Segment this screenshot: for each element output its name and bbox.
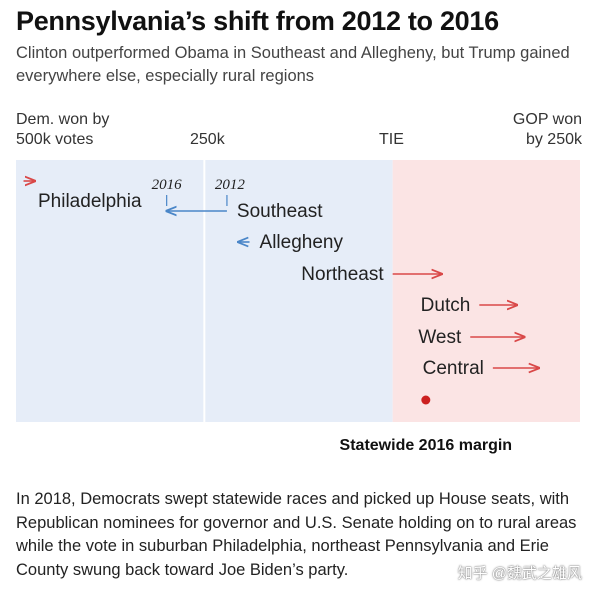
axis-label-right-line2: by 250k: [525, 131, 582, 148]
axis-label-250k: 250k: [190, 131, 225, 148]
label-dutch: Dutch: [421, 295, 471, 316]
year-label-2012: 2012: [215, 177, 246, 193]
axis-label-left-line1: Dem. won by: [16, 111, 110, 128]
label-northeast: Northeast: [301, 264, 384, 285]
axis-label-left-line2: 500k votes: [16, 131, 94, 148]
shift-chart: Philadelphia Southeast Allegheny Northeast D…: [16, 160, 582, 454]
axis-label-left: Dem. won by 500k votes: [16, 110, 109, 150]
label-southeast: Southeast: [237, 201, 323, 222]
year-label-2016: 2016: [152, 177, 183, 193]
chart-subtitle: Clinton outperformed Obama in Southeast …: [16, 44, 570, 85]
label-central: Central: [423, 358, 484, 379]
watermark: 知乎 @魏武之雄风: [457, 565, 582, 582]
footer-text: In 2018, Democrats swept statewide races…: [16, 490, 577, 579]
gop-band: [392, 160, 581, 422]
statewide-marker: [421, 395, 431, 405]
chart-title: Pennsylvania’s shift from 2012 to 2016: [16, 6, 499, 36]
label-west: West: [418, 327, 462, 348]
axis-label-right: GOP won by 250k: [513, 110, 582, 150]
label-allegheny: Allegheny: [260, 232, 344, 253]
axis-label-right-line1: GOP won: [512, 111, 582, 128]
axis-label-tie: TIE: [379, 131, 404, 148]
statewide-label: Statewide 2016 margin: [340, 437, 513, 454]
label-philadelphia: Philadelphia: [38, 191, 142, 212]
